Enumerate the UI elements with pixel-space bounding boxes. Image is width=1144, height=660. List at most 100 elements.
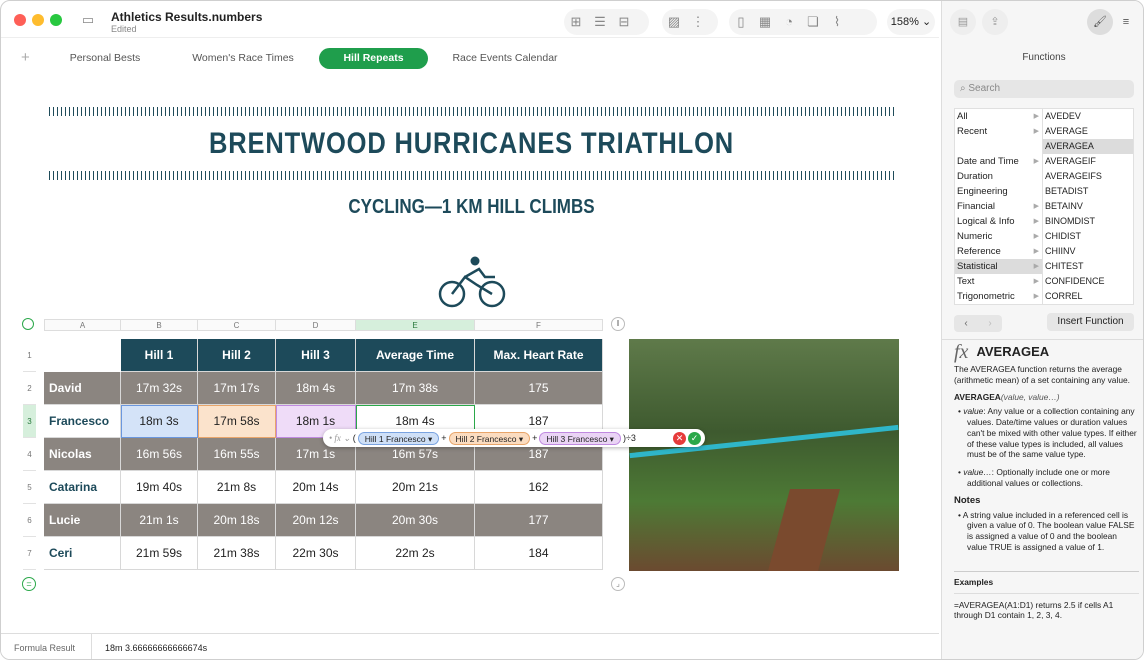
category-item[interactable]: Numeric ▶ xyxy=(955,229,1042,244)
table-cell[interactable]: 17m 17s xyxy=(198,372,276,405)
athlete-name-cell[interactable]: David xyxy=(44,372,121,405)
row-header[interactable]: 2 xyxy=(23,372,36,405)
format-brush-icon[interactable]: 🖌 xyxy=(1087,9,1113,35)
table-cell[interactable]: 21m 59s xyxy=(121,537,198,570)
function-item[interactable]: CHIINV xyxy=(1045,246,1076,256)
table-cell[interactable]: 16m 56s xyxy=(121,438,198,471)
text-box-icon[interactable]: ▯ xyxy=(737,14,745,29)
tab-personal-bests[interactable]: Personal Bests xyxy=(69,52,141,64)
category-item[interactable]: Financial ▶ xyxy=(955,199,1042,214)
category-item[interactable] xyxy=(955,139,1042,154)
table-cell[interactable]: 21m 1s xyxy=(121,504,198,537)
column-header-A[interactable]: A xyxy=(44,319,121,331)
add-column-handle[interactable]: ‖ xyxy=(611,317,625,331)
share-icon[interactable]: ⇪ xyxy=(982,9,1008,35)
zoom-select[interactable]: 158% ⌄ xyxy=(887,9,935,35)
function-item[interactable]: AVERAGEIFS xyxy=(1045,171,1102,181)
organize-menu-icon[interactable]: ≡ xyxy=(1122,16,1130,28)
header-cell[interactable]: Hill 1 xyxy=(121,339,198,372)
category-item[interactable]: Engineering xyxy=(955,184,1042,199)
cell-ref-hill3[interactable]: Hill 3 Francesco ▾ xyxy=(539,431,621,445)
fx-icon[interactable]: • fx ⌄ xyxy=(329,433,351,443)
column-header-B[interactable]: B xyxy=(121,319,198,331)
row-header[interactable]: 3 xyxy=(23,405,36,438)
accept-formula-button[interactable]: ✓ xyxy=(688,431,701,445)
minimize-button[interactable] xyxy=(32,14,44,26)
athlete-name-cell[interactable]: Ceri xyxy=(44,537,121,570)
column-header-F[interactable]: F xyxy=(475,319,603,331)
table-cell[interactable]: 175 xyxy=(475,372,603,405)
table-cell[interactable]: 20m 30s xyxy=(356,504,475,537)
tab-womens-race-times[interactable]: Women's Race Times xyxy=(192,52,294,64)
athlete-name-cell[interactable]: Catarina xyxy=(44,471,121,504)
formula-editor[interactable]: • fx ⌄ ( Hill 1 Francesco ▾ + Hill 2 Fra… xyxy=(323,429,705,447)
category-item[interactable]: Text ▶ xyxy=(955,274,1042,289)
category-item[interactable]: Reference ▶ xyxy=(955,244,1042,259)
resize-table-handle[interactable]: ⌟ xyxy=(611,577,625,591)
table-cell[interactable]: 18m 3s xyxy=(121,405,198,438)
tab-race-events-calendar[interactable]: Race Events Calendar xyxy=(452,52,558,64)
category-item[interactable]: Recent ▶ xyxy=(955,124,1042,139)
list-icon[interactable]: ☰ xyxy=(594,14,606,29)
add-table-icon[interactable]: ⊞ xyxy=(570,14,582,29)
athlete-name-cell[interactable]: Francesco xyxy=(44,405,121,438)
function-item[interactable]: CHIDIST xyxy=(1045,231,1081,241)
function-item[interactable]: BETADIST xyxy=(1045,186,1089,196)
table-cell[interactable]: 177 xyxy=(475,504,603,537)
function-item[interactable]: BETAINV xyxy=(1045,201,1083,211)
table-cell[interactable]: 22m 2s xyxy=(356,537,475,570)
add-row-handle[interactable]: = xyxy=(22,577,36,591)
add-sheet-button[interactable]: + xyxy=(21,49,30,66)
table-cell[interactable]: 184 xyxy=(475,537,603,570)
grid-icon[interactable]: ⋮ xyxy=(691,14,705,29)
table-cell[interactable]: 16m 55s xyxy=(198,438,276,471)
attachment-icon[interactable]: ⌇ xyxy=(833,14,841,29)
category-item[interactable]: Trigonometric ▶ xyxy=(955,289,1042,304)
table-cell[interactable]: 21m 8s xyxy=(198,471,276,504)
header-cell[interactable]: Hill 3 xyxy=(276,339,356,372)
row-header[interactable]: 6 xyxy=(23,504,36,537)
category-item[interactable]: Statistical ▶ xyxy=(955,259,1042,274)
row-header[interactable]: 1 xyxy=(23,339,36,372)
header-cell[interactable]: Average Time xyxy=(356,339,475,372)
column-header-C[interactable]: C xyxy=(198,319,276,331)
forward-button[interactable]: › xyxy=(988,318,992,329)
function-search-input[interactable]: ⌕ Search xyxy=(954,80,1134,98)
athlete-name-cell[interactable]: Lucie xyxy=(44,504,121,537)
header-cell[interactable]: Max. Heart Rate xyxy=(475,339,603,372)
table-cell[interactable]: 18m 4s xyxy=(276,372,356,405)
back-button[interactable]: ‹ xyxy=(964,318,968,329)
table-cell[interactable]: 22m 30s xyxy=(276,537,356,570)
category-item[interactable]: Date and Time ▶ xyxy=(955,154,1042,169)
comment-icon[interactable]: ▤ xyxy=(950,9,976,35)
function-item[interactable]: AVERAGEA xyxy=(1043,139,1133,154)
function-item[interactable]: CORREL xyxy=(1045,291,1083,301)
row-header[interactable]: 5 xyxy=(23,471,36,504)
chart-icon[interactable]: ◔ xyxy=(785,14,793,29)
row-header[interactable]: 4 xyxy=(23,438,36,471)
function-item[interactable]: AVERAGEIF xyxy=(1045,156,1096,166)
tab-hill-repeats[interactable]: Hill Repeats xyxy=(319,48,428,69)
function-item[interactable]: CONFIDENCE xyxy=(1045,276,1105,286)
table-select-handle[interactable] xyxy=(22,318,34,330)
close-button[interactable] xyxy=(14,14,26,26)
cancel-formula-button[interactable]: ✕ xyxy=(673,431,686,445)
table-cell[interactable]: 20m 12s xyxy=(276,504,356,537)
function-item[interactable]: AVERAGE xyxy=(1045,126,1088,136)
athlete-name-cell[interactable]: Nicolas xyxy=(44,438,121,471)
table-cell[interactable]: 20m 18s xyxy=(198,504,276,537)
table-cell[interactable]: 21m 38s xyxy=(198,537,276,570)
table-cell[interactable]: 20m 21s xyxy=(356,471,475,504)
function-item[interactable]: AVEDEV xyxy=(1045,111,1081,121)
cell-ref-hill1[interactable]: Hill 1 Francesco ▾ xyxy=(357,431,440,445)
sidebar-toggle-icon[interactable]: ▭ xyxy=(81,12,95,27)
table-cell[interactable]: 20m 14s xyxy=(276,471,356,504)
row-header[interactable]: 7 xyxy=(23,537,36,570)
table-cell[interactable]: 162 xyxy=(475,471,603,504)
cell-ref-hill2[interactable]: Hill 2 Francesco ▾ xyxy=(448,431,531,445)
category-item[interactable]: Duration xyxy=(955,169,1042,184)
insert-function-button[interactable]: Insert Function xyxy=(1047,313,1134,331)
column-header-D[interactable]: D xyxy=(276,319,356,331)
function-item[interactable]: BINOMDIST xyxy=(1045,216,1096,226)
shape-icon[interactable]: ❏ xyxy=(807,14,819,29)
